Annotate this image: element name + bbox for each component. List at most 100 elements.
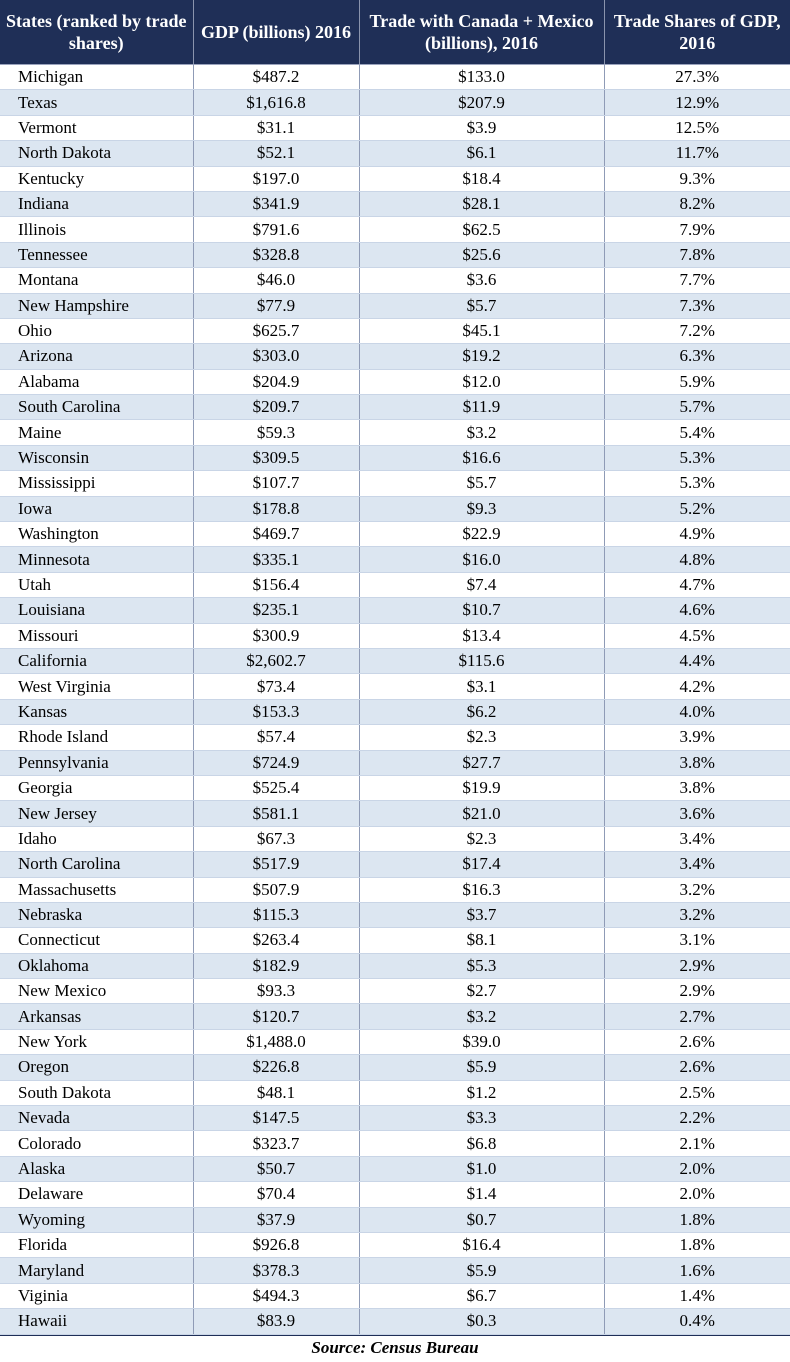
trade-share-cell: 7.3% xyxy=(604,293,790,319)
table-row: Oklahoma $182.9 $5.3 2.9% xyxy=(0,953,790,980)
trade-share-cell: 4.4% xyxy=(604,648,790,675)
state-cell: Iowa xyxy=(0,496,194,523)
trade-cell: $21.0 xyxy=(359,800,605,827)
trade-share-cell: 3.4% xyxy=(604,826,790,853)
gdp-cell: $309.5 xyxy=(193,445,360,472)
state-cell: Indiana xyxy=(0,191,194,218)
trade-share-cell: 1.8% xyxy=(604,1207,790,1233)
trade-cell: $16.3 xyxy=(359,877,605,903)
state-cell: Wyoming xyxy=(0,1207,194,1233)
table-row: Massachusetts $507.9 $16.3 3.2% xyxy=(0,877,790,903)
state-cell: Minnesota xyxy=(0,546,194,573)
trade-cell: $6.7 xyxy=(359,1283,605,1310)
trade-cell: $16.0 xyxy=(359,546,605,573)
source-note: Source: Census Bureau xyxy=(0,1334,790,1360)
table-row: Wisconsin $309.5 $16.6 5.3% xyxy=(0,445,790,472)
gdp-cell: $341.9 xyxy=(193,191,360,218)
table-row: Georgia $525.4 $19.9 3.8% xyxy=(0,775,790,802)
trade-share-cell: 3.6% xyxy=(604,800,790,827)
state-cell: North Carolina xyxy=(0,851,194,878)
trade-share-cell: 4.2% xyxy=(604,673,790,700)
trade-share-cell: 7.2% xyxy=(604,318,790,345)
table-row: Arkansas $120.7 $3.2 2.7% xyxy=(0,1003,790,1030)
table-header: States (ranked by trade shares) GDP (bil… xyxy=(0,0,790,65)
gdp-cell: $67.3 xyxy=(193,826,360,853)
trade-cell: $2.7 xyxy=(359,978,605,1005)
state-cell: Florida xyxy=(0,1232,194,1259)
trade-share-cell: 3.8% xyxy=(604,775,790,802)
table-row: Nebraska $115.3 $3.7 3.2% xyxy=(0,902,790,929)
state-cell: Louisiana xyxy=(0,597,194,624)
state-cell: Tennessee xyxy=(0,242,194,269)
state-cell: Wisconsin xyxy=(0,445,194,472)
trade-share-cell: 4.9% xyxy=(604,521,790,548)
trade-share-cell: 4.5% xyxy=(604,623,790,649)
gdp-cell: $209.7 xyxy=(193,394,360,421)
gdp-cell: $50.7 xyxy=(193,1156,360,1183)
gdp-cell: $46.0 xyxy=(193,267,360,294)
table-row: Wyoming $37.9 $0.7 1.8% xyxy=(0,1207,790,1233)
table-row: Iowa $178.8 $9.3 5.2% xyxy=(0,496,790,523)
gdp-cell: $59.3 xyxy=(193,419,360,446)
trade-share-cell: 2.0% xyxy=(604,1156,790,1183)
gdp-cell: $507.9 xyxy=(193,877,360,903)
trade-cell: $45.1 xyxy=(359,318,605,345)
state-cell: New York xyxy=(0,1029,194,1056)
trade-cell: $12.0 xyxy=(359,369,605,396)
table-row: Idaho $67.3 $2.3 3.4% xyxy=(0,826,790,853)
table-row: New York $1,488.0 $39.0 2.6% xyxy=(0,1029,790,1056)
trade-share-cell: 2.7% xyxy=(604,1003,790,1030)
trade-cell: $6.8 xyxy=(359,1130,605,1157)
trade-cell: $0.7 xyxy=(359,1207,605,1233)
trade-cell: $5.9 xyxy=(359,1257,605,1284)
state-cell: Ohio xyxy=(0,318,194,345)
trade-cell: $2.3 xyxy=(359,724,605,751)
gdp-cell: $31.1 xyxy=(193,115,360,142)
state-cell: Oklahoma xyxy=(0,953,194,980)
trade-share-cell: 5.4% xyxy=(604,419,790,446)
trade-cell: $3.7 xyxy=(359,902,605,929)
trade-share-cell: 4.6% xyxy=(604,597,790,624)
state-cell: Delaware xyxy=(0,1181,194,1208)
header-row: States (ranked by trade shares) GDP (bil… xyxy=(0,0,790,65)
header-trade-share: Trade Shares of GDP, 2016 xyxy=(604,0,790,65)
table-row: Illinois $791.6 $62.5 7.9% xyxy=(0,216,790,243)
state-cell: North Dakota xyxy=(0,140,194,167)
table-row: California $2,602.7 $115.6 4.4% xyxy=(0,648,790,675)
state-cell: New Hampshire xyxy=(0,293,194,319)
table-row: Missouri $300.9 $13.4 4.5% xyxy=(0,623,790,649)
state-cell: Oregon xyxy=(0,1054,194,1081)
trade-cell: $133.0 xyxy=(359,64,605,91)
gdp-cell: $37.9 xyxy=(193,1207,360,1233)
gdp-cell: $335.1 xyxy=(193,546,360,573)
table-row: Maryland $378.3 $5.9 1.6% xyxy=(0,1257,790,1284)
trade-share-cell: 0.4% xyxy=(604,1308,790,1335)
trade-cell: $11.9 xyxy=(359,394,605,421)
trade-share-cell: 11.7% xyxy=(604,140,790,167)
state-cell: Texas xyxy=(0,89,194,116)
table-row: Alabama $204.9 $12.0 5.9% xyxy=(0,369,790,396)
state-cell: Georgia xyxy=(0,775,194,802)
table-row: Delaware $70.4 $1.4 2.0% xyxy=(0,1181,790,1208)
state-cell: Illinois xyxy=(0,216,194,243)
trade-share-cell: 2.5% xyxy=(604,1080,790,1107)
gdp-cell: $328.8 xyxy=(193,242,360,269)
header-gdp: GDP (billions) 2016 xyxy=(193,0,360,65)
state-cell: Maine xyxy=(0,419,194,446)
trade-share-cell: 5.3% xyxy=(604,445,790,472)
table-row: Connecticut $263.4 $8.1 3.1% xyxy=(0,927,790,954)
state-cell: West Virginia xyxy=(0,673,194,700)
state-cell: Missouri xyxy=(0,623,194,649)
state-cell: New Mexico xyxy=(0,978,194,1005)
trade-share-cell: 2.9% xyxy=(604,978,790,1005)
trade-share-cell: 3.9% xyxy=(604,724,790,751)
trade-share-cell: 3.8% xyxy=(604,750,790,776)
trade-cell: $27.7 xyxy=(359,750,605,776)
gdp-cell: $77.9 xyxy=(193,293,360,319)
trade-cell: $10.7 xyxy=(359,597,605,624)
state-cell: California xyxy=(0,648,194,675)
gdp-cell: $300.9 xyxy=(193,623,360,649)
gdp-cell: $487.2 xyxy=(193,64,360,91)
state-cell: Maryland xyxy=(0,1257,194,1284)
